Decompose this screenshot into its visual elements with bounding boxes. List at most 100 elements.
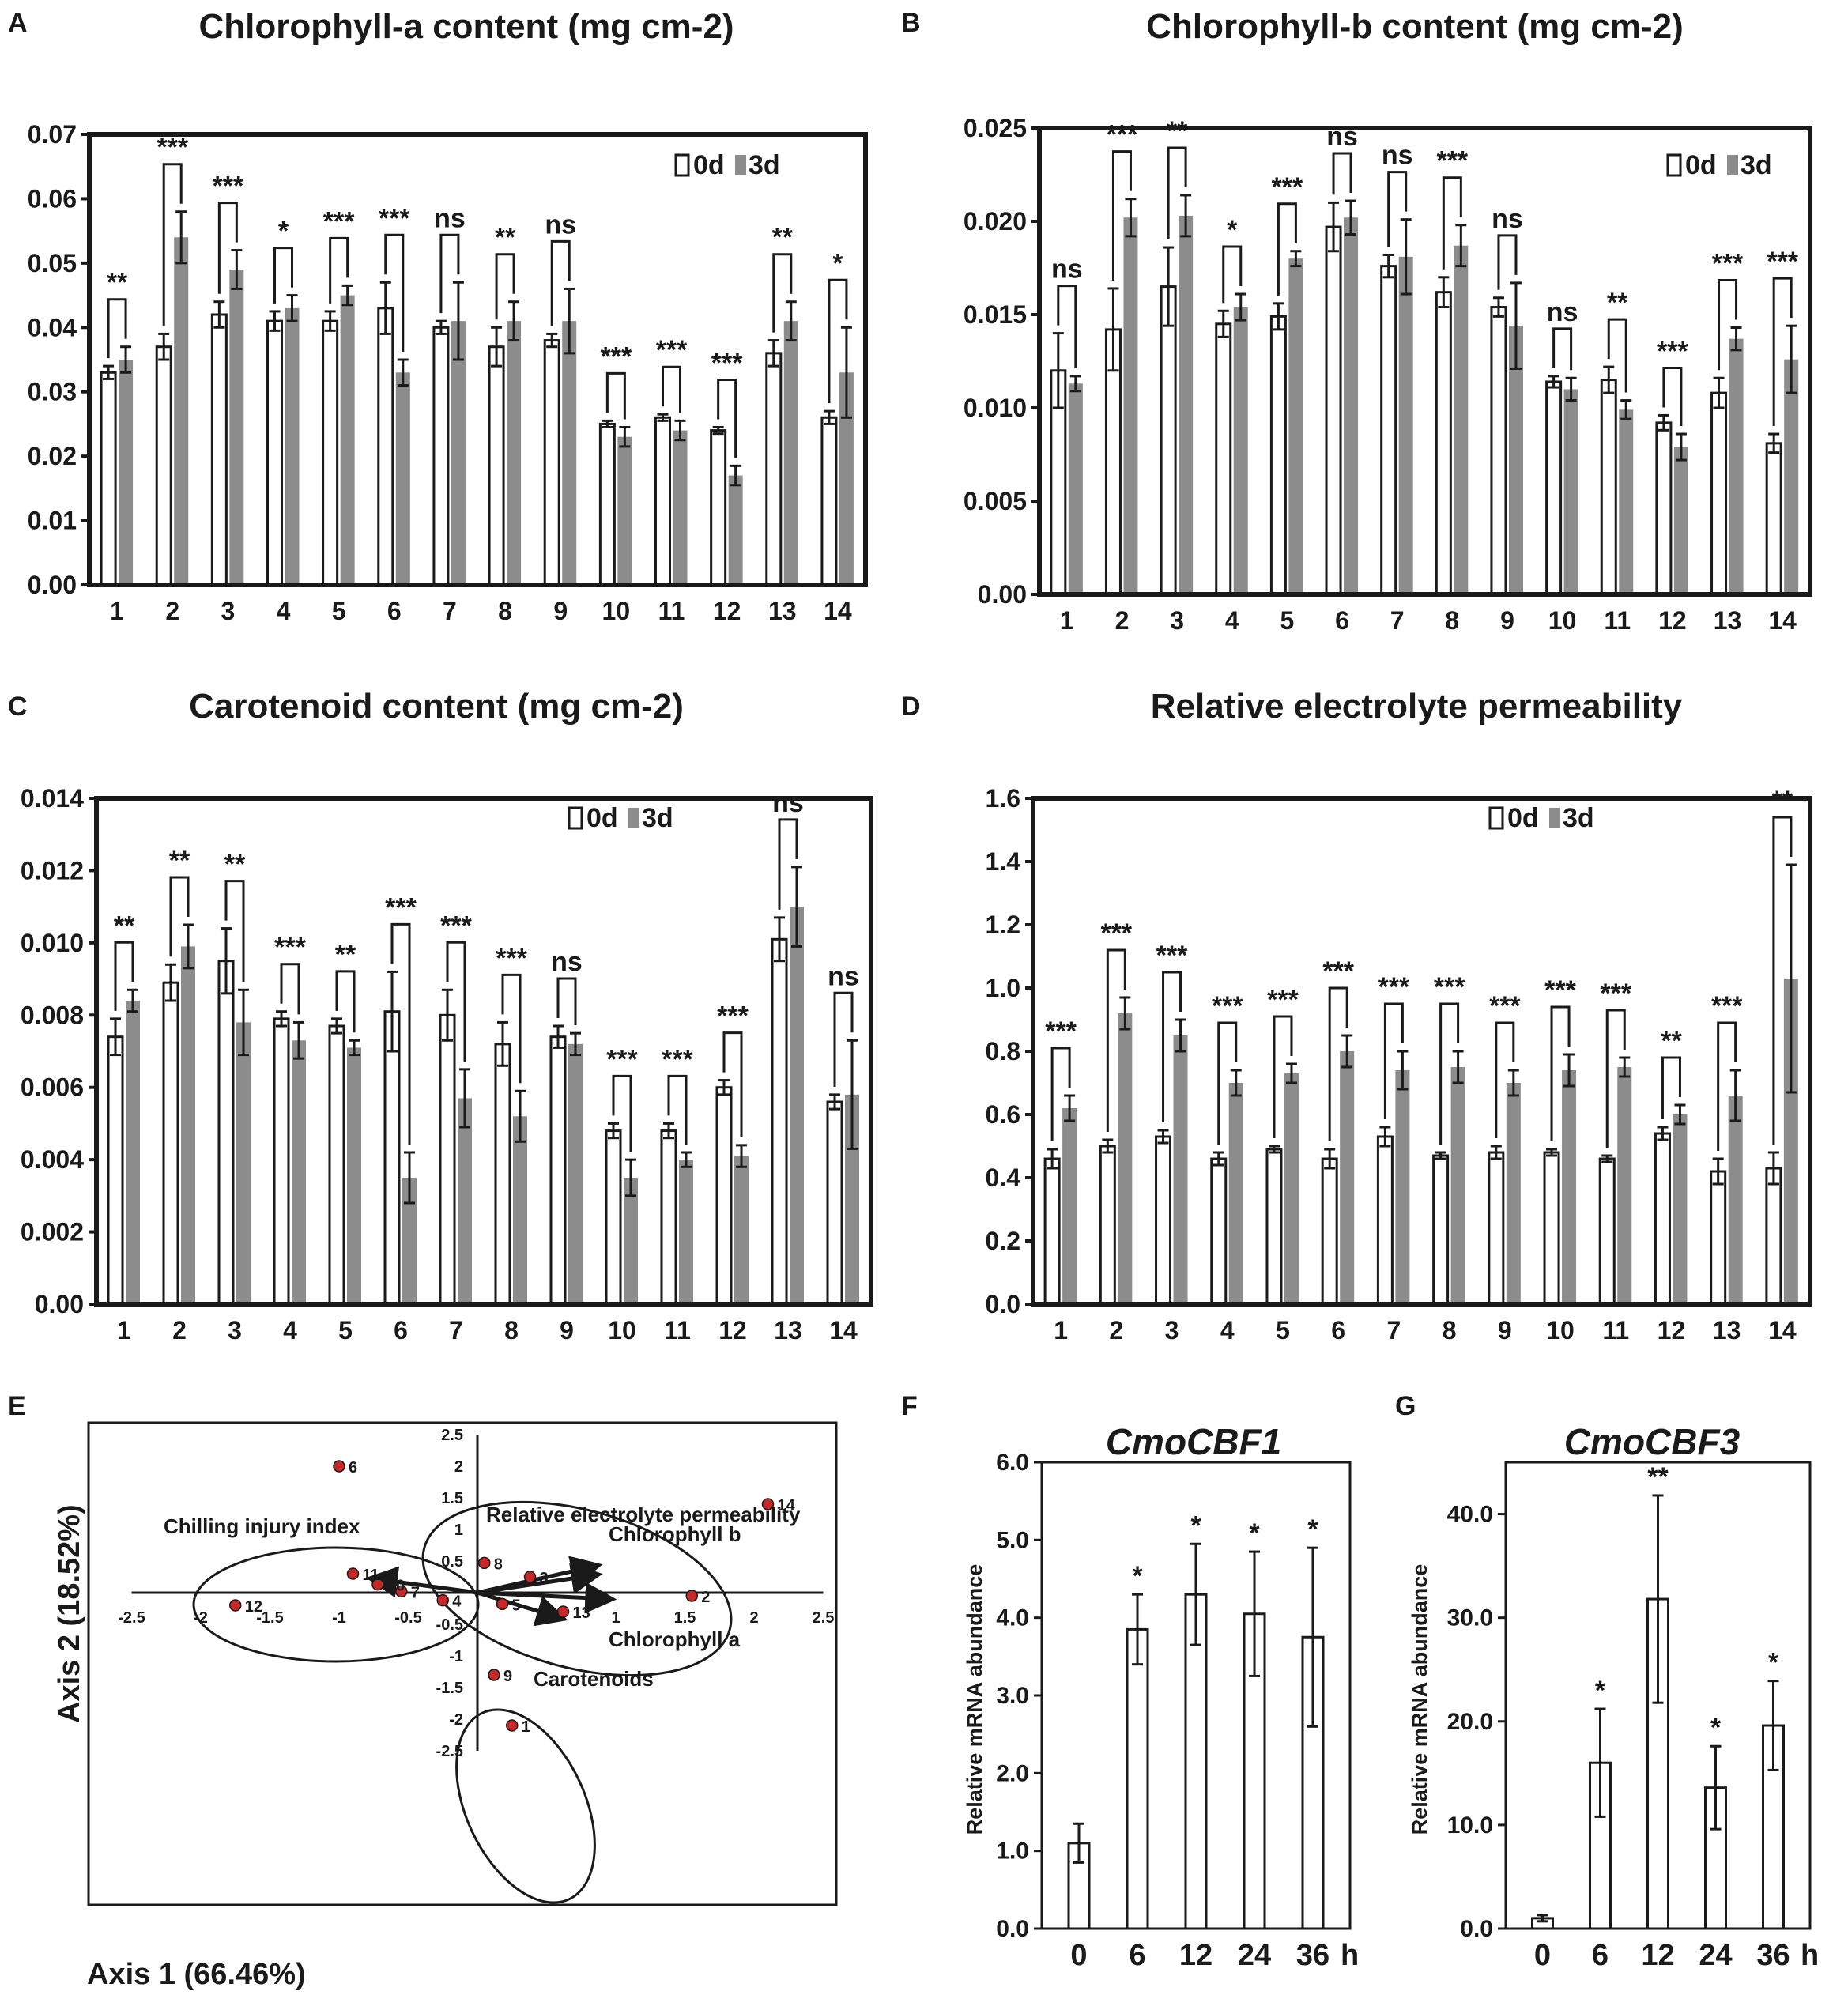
- bar-3d: [1508, 326, 1523, 594]
- x-tick-label: 1.5: [674, 1609, 696, 1627]
- bar-0d: [1155, 1135, 1172, 1306]
- score-point: [761, 1498, 775, 1510]
- bar-0d: [1710, 1170, 1727, 1306]
- y-tick-label: 0.02: [28, 442, 77, 470]
- y-tick-label: 1.6: [986, 784, 1020, 813]
- bar-0d: [1765, 442, 1782, 596]
- point-label: 14: [778, 1497, 796, 1514]
- vector-label: Chlorophyll b: [609, 1522, 741, 1546]
- bar-0d: [377, 307, 394, 586]
- significance-bracket: [390, 922, 411, 1145]
- y-tick-label: 1.0: [986, 974, 1020, 1002]
- bar-3d: [679, 1160, 693, 1304]
- x-tick-label: 13: [1714, 606, 1742, 635]
- bar-3d: [1340, 1051, 1355, 1304]
- significance-label: ***: [1544, 975, 1576, 1005]
- x-tick-label: 4: [1225, 606, 1239, 635]
- significance-bracket: [217, 202, 238, 294]
- bar-0d: [1490, 306, 1507, 596]
- bar-3d: [1728, 1096, 1743, 1304]
- significance-bracket: [612, 1074, 632, 1152]
- significance-bracket: [107, 298, 127, 359]
- y-tick-label: 0.025: [964, 114, 1027, 142]
- significance-label: *: [1307, 1514, 1318, 1544]
- bar-3d: [734, 1156, 749, 1304]
- significance-bracket: [114, 941, 134, 1011]
- bar-3d: [1619, 409, 1634, 594]
- significance-bracket: [1057, 285, 1077, 368]
- significance-bracket: [495, 253, 515, 320]
- vector-label: Relative electrolyte permeability: [486, 1503, 801, 1526]
- bar-3d: [1228, 1083, 1243, 1304]
- bar-3d: [673, 430, 688, 585]
- x-tick-label: 10: [608, 1316, 636, 1344]
- significance-bracket: [1497, 234, 1518, 290]
- bar-0d: [1099, 1145, 1116, 1306]
- x-tick-label: 3: [228, 1316, 242, 1344]
- bar-0d: [1376, 1135, 1394, 1306]
- bar-0d: [1265, 1148, 1283, 1306]
- panel-G: G CmoCBF3 Relative mRNA abundance 0.0 10.0 20…: [1395, 1391, 1819, 1972]
- significance-label: **: [772, 223, 794, 253]
- significance-label: ***: [1045, 1016, 1077, 1047]
- y-tick-label: 0.012: [21, 856, 84, 884]
- bar-3d: [402, 1178, 417, 1304]
- x-tick-label: 14: [824, 597, 852, 625]
- y-tick-label: 0.05: [28, 249, 77, 277]
- x-unit-label: h: [1801, 1939, 1819, 1972]
- significance-label: **: [1607, 288, 1628, 318]
- y-tick-label: -1.5: [436, 1680, 463, 1697]
- significance-label: ***: [1267, 985, 1299, 1015]
- group-ellipse: [455, 1708, 596, 1904]
- legend-swatch-0d: [674, 153, 690, 177]
- score-point: [685, 1590, 698, 1602]
- significance-bracket: [1167, 146, 1187, 240]
- significance-label: ***: [711, 349, 743, 379]
- point-label: 13: [573, 1605, 590, 1622]
- y-tick-label: 0.015: [964, 300, 1027, 329]
- y-tick-label: 3.0: [996, 1683, 1029, 1709]
- legend-label-0d: 0d: [693, 150, 725, 180]
- bar-0d: [1210, 1157, 1228, 1306]
- significance-label: *: [1595, 1676, 1606, 1706]
- bar-3d: [340, 295, 355, 585]
- significance-bracket: [772, 253, 793, 333]
- chart-title: Carotenoid content (mg cm-2): [189, 687, 684, 726]
- significance-label: **: [1661, 1026, 1682, 1056]
- group-ellipse: [421, 1500, 733, 1677]
- plot-frame: [94, 796, 873, 1307]
- x-tick-label: 5: [1280, 606, 1294, 635]
- y-tick-label: 0.01: [28, 507, 77, 535]
- bar-3d: [1398, 256, 1413, 594]
- significance-label: ***: [717, 1001, 749, 1031]
- x-tick-label: 9: [553, 597, 568, 625]
- y-tick-label: 1.5: [441, 1490, 463, 1507]
- significance-bracket: [667, 1074, 688, 1145]
- bar-3d: [1123, 217, 1138, 594]
- bar-0d: [1269, 315, 1287, 596]
- point-label: 10: [387, 1578, 405, 1595]
- y-tick-label: 1.4: [986, 847, 1021, 876]
- chart-title: Chlorophyll-b content (mg cm-2): [1146, 7, 1684, 46]
- score-point: [436, 1593, 449, 1607]
- legend-swatch-3d: [735, 155, 746, 175]
- x-tick-label: 2.5: [813, 1609, 835, 1627]
- significance-bracket: [335, 970, 356, 1033]
- significance-label: *: [1227, 215, 1238, 245]
- bar-3d: [1562, 1070, 1577, 1304]
- y-tick-label: -1: [449, 1648, 463, 1665]
- bar-0d: [1655, 421, 1673, 596]
- x-tick-label: 6: [394, 1316, 408, 1344]
- bar-0d: [383, 1010, 401, 1306]
- significance-label: ***: [1600, 979, 1631, 1009]
- bar-3d: [347, 1047, 361, 1304]
- y-tick-label: 20.0: [1447, 1709, 1493, 1735]
- significance-bracket: [224, 880, 245, 982]
- x-tick-label: 8: [504, 1316, 519, 1344]
- legend-swatch-0d: [568, 806, 583, 830]
- bar-3d: [1284, 1073, 1299, 1304]
- y-tick-label: 10.0: [1447, 1812, 1493, 1838]
- x-tick-label: 10: [1546, 1316, 1575, 1344]
- significance-bracket: [1442, 176, 1462, 270]
- x-tick-label: -1: [332, 1609, 346, 1627]
